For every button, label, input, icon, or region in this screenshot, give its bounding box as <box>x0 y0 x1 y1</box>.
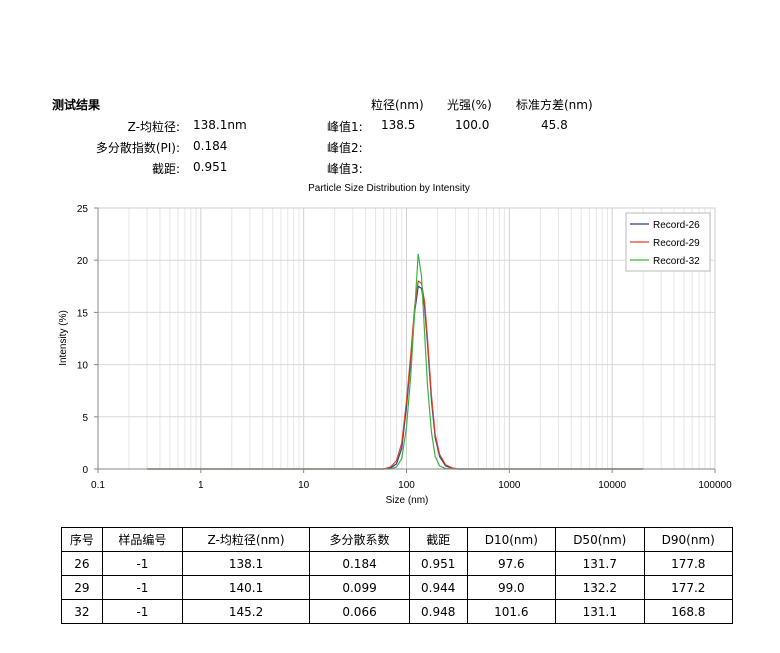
y-tick-label: 5 <box>82 413 88 424</box>
peak1-label: 峰值1: <box>327 120 363 134</box>
header-cell: 样品编号 <box>101 527 183 552</box>
table-cell: 0.951 <box>408 551 468 576</box>
legend-label: Record-32 <box>653 256 700 267</box>
x-tick-label: 10000 <box>598 480 626 491</box>
table-row: 29 -1 140.1 0.099 0.944 99.0 132.2 177.2 <box>61 575 733 600</box>
intercept-label: 截距: <box>151 162 180 176</box>
table-cell: 131.7 <box>555 551 645 576</box>
results-title: 测试结果 <box>52 98 101 112</box>
table-row: 32 -1 145.2 0.066 0.948 101.6 131.1 168.… <box>61 599 733 624</box>
table-cell: 99.0 <box>466 575 557 600</box>
table-cell: 177.2 <box>643 575 733 600</box>
series-line-record-26 <box>147 285 644 470</box>
table-cell: 177.8 <box>643 551 733 576</box>
series-line-record-32 <box>147 253 644 470</box>
table-cell: 26 <box>61 551 103 576</box>
x-tick-label: 1 <box>198 480 204 491</box>
grid <box>97 207 715 470</box>
header-cell: D10(nm) <box>466 527 557 552</box>
y-axis-label: Intensity (%) <box>58 310 69 366</box>
table-cell: 132.2 <box>555 575 645 600</box>
header-cell: D50(nm) <box>555 527 645 552</box>
header-cell: 序号 <box>61 527 103 552</box>
table-cell: -1 <box>101 551 183 576</box>
table-cell: 101.6 <box>466 599 557 624</box>
size-distribution-chart: Particle Size Distribution by Intensity … <box>58 183 732 506</box>
peak2-label: 峰值2: <box>327 141 363 155</box>
table-cell: 168.8 <box>643 599 733 624</box>
header-cell: Z-均粒径(nm) <box>181 527 311 552</box>
table-cell: -1 <box>101 575 183 600</box>
y-tick-label: 0 <box>82 465 88 476</box>
pi-value: 0.184 <box>193 139 228 153</box>
std-column-header: 标准方差(nm) <box>516 98 593 112</box>
legend-box <box>625 212 711 272</box>
header-cell: 多分散系数 <box>309 527 410 552</box>
x-tick-label: 100000 <box>698 480 732 491</box>
table-cell: 29 <box>61 575 103 600</box>
y-tick-label: 15 <box>77 308 89 319</box>
table-cell: 0.066 <box>309 599 410 624</box>
x-axis-label: Size (nm) <box>386 495 429 506</box>
z-average-value: 138.1nm <box>193 118 247 132</box>
table-cell: 145.2 <box>181 599 311 624</box>
table-cell: 32 <box>61 599 103 624</box>
header-cell: D90(nm) <box>643 527 733 552</box>
y-tick-label: 25 <box>77 204 89 215</box>
table-cell: 140.1 <box>181 575 311 600</box>
table-cell: -1 <box>101 599 183 624</box>
table-cell: 0.948 <box>408 599 468 624</box>
x-tick-label: 0.1 <box>91 480 105 491</box>
legend: Record-26 Record-29 Record-32 <box>625 212 711 272</box>
header-cell: 截距 <box>408 527 468 552</box>
table-cell: 0.184 <box>309 551 410 576</box>
pi-label: 多分散指数(PI): <box>95 141 180 155</box>
chart-title: Particle Size Distribution by Intensity <box>308 183 470 194</box>
intercept-value: 0.951 <box>193 160 228 174</box>
table-cell: 97.6 <box>466 551 557 576</box>
series-lines <box>147 253 644 470</box>
x-tick-label: 1000 <box>498 480 521 491</box>
series-line-record-29 <box>147 280 644 470</box>
peak1-intensity: 100.0 <box>455 118 490 132</box>
axes: 0.1 1 10 100 1000 10000 100000 0 5 10 15 20 25 <box>77 204 732 491</box>
x-tick-label: 10 <box>298 480 310 491</box>
intensity-column-header: 光强(%) <box>447 98 492 112</box>
size-column-header: 粒径(nm) <box>371 98 424 112</box>
table-row: 26 -1 138.1 0.184 0.951 97.6 131.7 177.8 <box>61 551 733 576</box>
table-cell: 0.099 <box>309 575 410 600</box>
peak1-std: 45.8 <box>541 118 568 132</box>
peak3-label: 峰值3: <box>327 162 363 176</box>
z-average-label: Z-均粒径: <box>127 120 180 134</box>
table-cell: 0.944 <box>408 575 468 600</box>
table-header-row: 序号 样品编号 Z-均粒径(nm) 多分散系数 截距 D10(nm) D50(n… <box>61 527 733 552</box>
results-table: 序号 样品编号 Z-均粒径(nm) 多分散系数 截距 D10(nm) D50(n… <box>61 527 733 624</box>
table-cell: 138.1 <box>181 551 311 576</box>
legend-label: Record-29 <box>653 238 700 249</box>
legend-label: Record-26 <box>653 220 700 231</box>
x-tick-label: 100 <box>398 480 415 491</box>
y-tick-label: 10 <box>77 361 89 372</box>
y-tick-label: 20 <box>77 256 89 267</box>
peak1-size: 138.5 <box>381 118 416 132</box>
table-cell: 131.1 <box>555 599 645 624</box>
